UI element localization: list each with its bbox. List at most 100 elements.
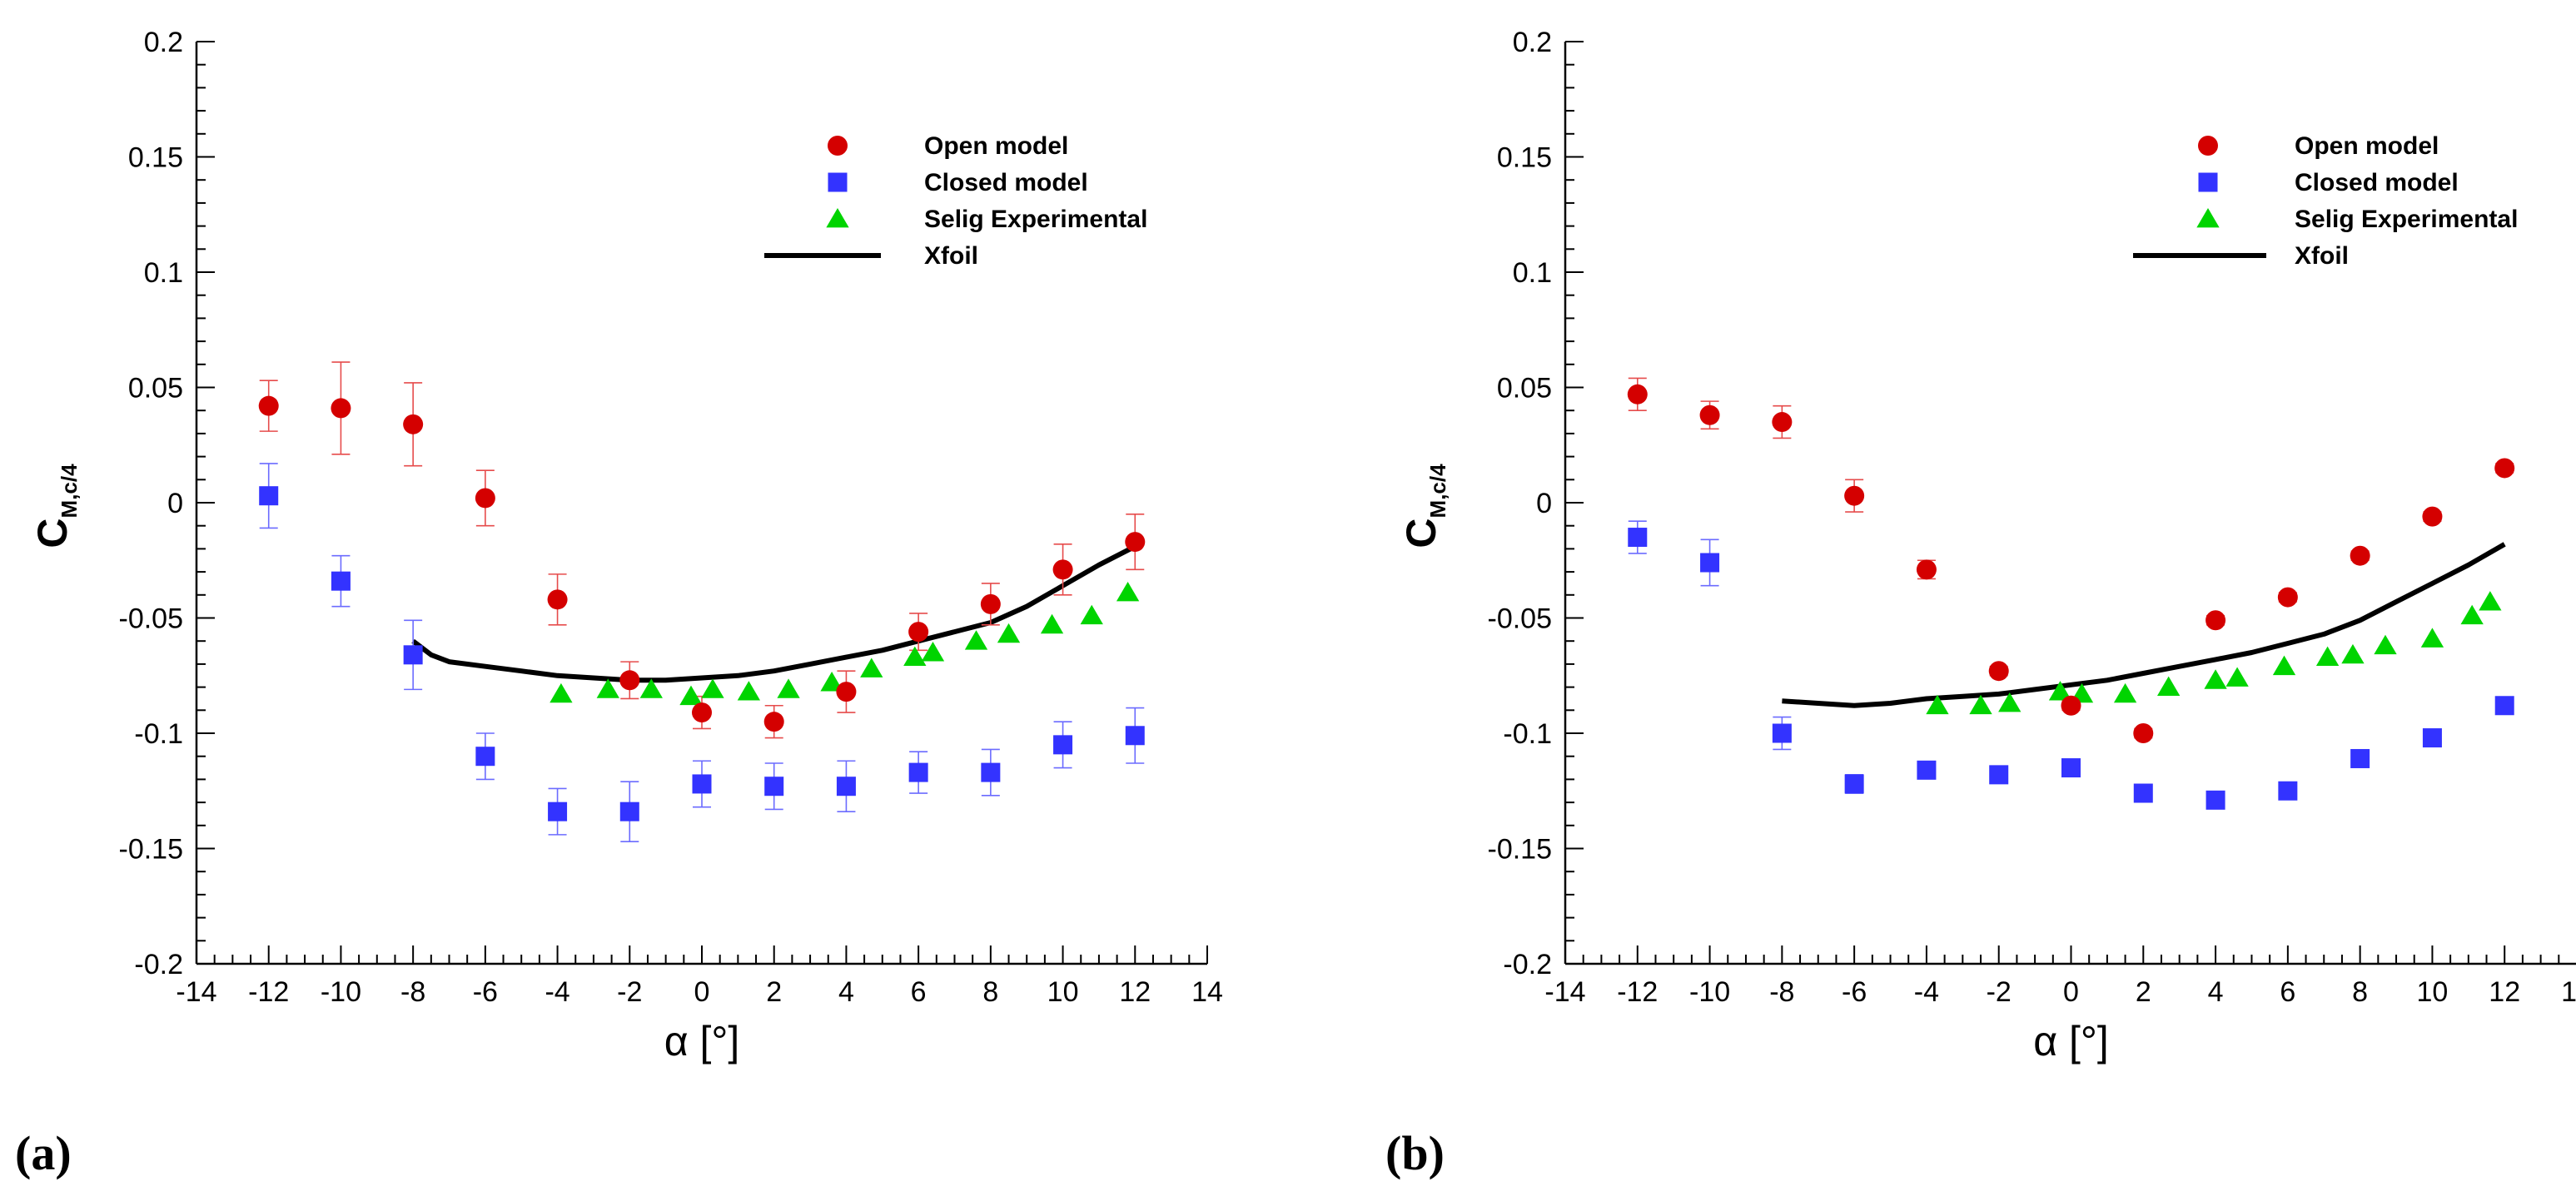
selig-point (2315, 646, 2340, 666)
y-tick-label: -0.2 (1503, 949, 1552, 980)
open-point (547, 589, 568, 610)
selig-point (1969, 694, 1992, 715)
x-tick-label: -4 (1914, 976, 1939, 1008)
closed-point (836, 777, 856, 797)
legend-closed-marker (828, 172, 848, 192)
x-tick-label: 14 (2561, 976, 2576, 1008)
y-tick-label: 0.1 (1513, 257, 1552, 289)
selig-point (679, 685, 703, 706)
x-tick-label: 4 (2208, 976, 2224, 1008)
selig-point (921, 642, 945, 662)
closed-point (764, 777, 784, 797)
x-axis-title: α [°] (664, 1018, 740, 1064)
open-point (1627, 384, 1648, 404)
closed-point (1700, 553, 1720, 573)
closed-point (2350, 748, 2370, 768)
selig-point (2341, 643, 2365, 664)
selig-point (1116, 582, 1140, 602)
x-tick-label: 0 (2063, 976, 2079, 1008)
legend-label-selig: Selig Experimental (924, 206, 1147, 233)
closed-point (403, 645, 423, 665)
open-point (1699, 404, 1720, 425)
selig-point (2460, 604, 2484, 625)
open-point (2206, 610, 2226, 631)
open-point (331, 398, 351, 419)
open-point (2422, 506, 2443, 527)
legend: Open model Closed model Selig Experimental… (2133, 132, 2518, 270)
closed-point (1053, 735, 1073, 755)
selig-point (2048, 681, 2072, 701)
selig-point (2157, 676, 2181, 696)
closed-point (1844, 774, 1864, 794)
open-point (1844, 485, 1865, 506)
legend: Open model Closed model Selig Experimental… (764, 132, 1147, 270)
y-axis-title-main: C (1398, 518, 1445, 548)
closed-point (1628, 528, 1648, 548)
x-tick-label: 2 (2136, 976, 2151, 1008)
y-tick-label: 0.2 (1513, 27, 1552, 58)
selig-point (2420, 628, 2444, 648)
x-tick-label: 8 (982, 976, 998, 1008)
closed-point (2422, 728, 2442, 748)
x-tick-label: -12 (248, 976, 289, 1008)
x-tick-label: -10 (321, 976, 361, 1008)
y-tick-label: 0 (1536, 488, 1552, 519)
legend-label-closed: Closed model (2295, 169, 2459, 196)
y-tick-label: 0.15 (128, 142, 183, 174)
x-tick-label: 8 (2352, 976, 2368, 1008)
panel-label: (b) (1385, 1126, 1445, 1180)
legend-label-open: Open model (2295, 132, 2439, 160)
xfoil-line (411, 543, 1136, 683)
x-tick-label: -6 (1842, 976, 1867, 1008)
selig-point (1926, 694, 1949, 715)
legend-label-closed: Closed model (924, 169, 1088, 196)
closed-point (1989, 765, 2009, 785)
y-tick-label: 0.2 (144, 27, 183, 58)
selig-point (2479, 591, 2502, 611)
selig-point (1040, 613, 1064, 634)
open-point (836, 682, 857, 702)
open-point (2133, 723, 2154, 743)
open-point (1052, 559, 1073, 580)
open-point (692, 702, 712, 723)
y-tick-label: -0.15 (1488, 834, 1553, 866)
selig-point (2225, 667, 2249, 687)
selig-point (2204, 669, 2227, 689)
y-axis-title-main: C (29, 518, 76, 548)
x-tick-label: -2 (1987, 976, 2012, 1008)
closed-point (475, 747, 495, 767)
y-tick-label: 0.05 (128, 373, 183, 404)
y-tick-label: -0.1 (1503, 718, 1552, 750)
open-point (908, 622, 929, 643)
x-tick-label: -8 (1769, 976, 1794, 1008)
open-point (1125, 532, 1146, 553)
open-point (2494, 458, 2515, 479)
selig-point (903, 646, 927, 666)
y-axis-title-subscript: M,c/4 (57, 464, 82, 519)
y-tick-label: -0.05 (1488, 603, 1553, 635)
y-axis-title: CM,c/4 (29, 464, 82, 548)
y-axis-title-subscript: M,c/4 (1425, 464, 1450, 519)
legend-open-marker (828, 136, 848, 156)
y-axis-title: CM,c/4 (1398, 464, 1450, 548)
x-tick-label: -14 (176, 976, 216, 1008)
selig-point (737, 681, 761, 701)
selig-point (2374, 634, 2397, 655)
closed-point (2061, 758, 2081, 778)
legend-closed-marker (2198, 172, 2218, 192)
x-tick-label: 14 (1191, 976, 1223, 1008)
x-tick-label: 4 (838, 976, 854, 1008)
legend-label-xfoil: Xfoil (2295, 242, 2349, 270)
open-point (475, 488, 495, 509)
x-tick-label: 2 (766, 976, 782, 1008)
selig-point (820, 672, 843, 692)
x-tick-label: -6 (473, 976, 498, 1008)
closed-point (1917, 760, 1937, 780)
legend-open-marker (2198, 136, 2218, 156)
x-tick-label: -12 (1617, 976, 1658, 1008)
x-tick-label: 10 (2417, 976, 2449, 1008)
open-point (1988, 661, 2009, 682)
selig-point (639, 678, 663, 698)
x-tick-label: 0 (694, 976, 710, 1008)
